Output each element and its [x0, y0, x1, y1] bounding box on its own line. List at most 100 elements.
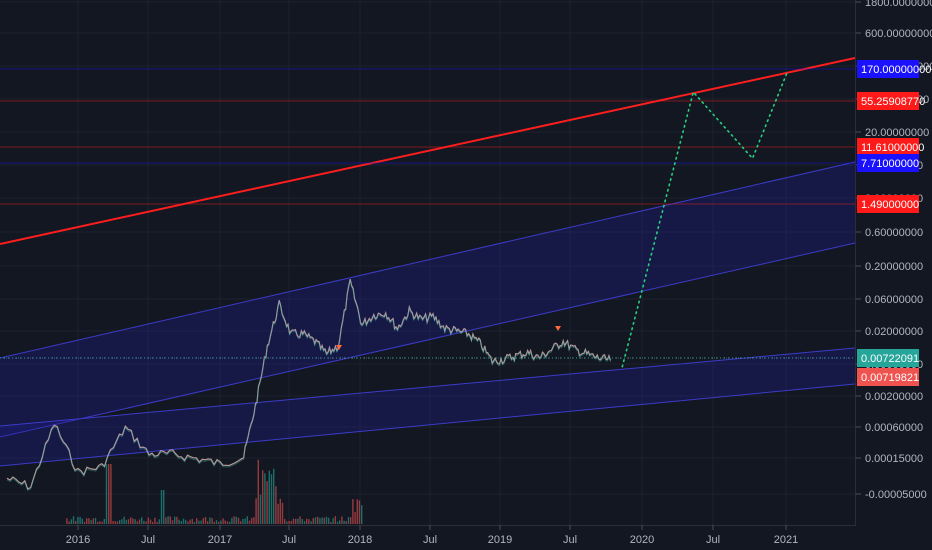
volume-bar — [158, 519, 160, 524]
time-tick-label: 2016 — [66, 534, 90, 546]
volume-bar — [83, 521, 86, 524]
volume-bar — [233, 516, 235, 524]
volume-bar — [90, 520, 92, 524]
lower-channel-top-line[interactable] — [0, 347, 856, 427]
price-badge[interactable] — [857, 368, 919, 386]
volume-bar — [75, 521, 77, 524]
upper-channel-bottom-line[interactable] — [0, 242, 856, 438]
volume-bar — [281, 502, 284, 524]
lower-channel-bottom-line[interactable] — [0, 383, 856, 467]
time-tick-label: 2020 — [630, 534, 654, 546]
volume-bar — [255, 498, 257, 524]
volume-bar — [213, 521, 215, 524]
volume-bar — [240, 521, 242, 524]
price-badge[interactable] — [857, 60, 919, 78]
volume-bar — [143, 520, 145, 524]
volume-bar — [352, 499, 354, 524]
volume-bar — [306, 518, 308, 524]
price-axis[interactable] — [855, 0, 932, 525]
price-tick-label: 600.00000000 — [865, 28, 932, 40]
volume-bar — [319, 518, 321, 524]
volume-bar — [321, 517, 323, 524]
price-badge-label: 55.25908770 — [861, 96, 925, 108]
time-tick-label: Jul — [282, 534, 296, 546]
volume-bar — [211, 518, 213, 524]
signal-marker-triangle[interactable] — [336, 345, 342, 350]
price-line-shadow — [6, 280, 611, 492]
price-badge[interactable] — [857, 349, 919, 367]
price-badge[interactable] — [857, 138, 919, 156]
volume-bar — [79, 516, 81, 524]
trend-channels — [0, 57, 856, 467]
volume-bar — [198, 520, 200, 524]
price-line[interactable] — [6, 278, 612, 490]
price-tick-label: 0.60000000 — [865, 227, 923, 239]
time-tick-label: 2019 — [488, 534, 512, 546]
volume-bar — [103, 519, 105, 524]
price-badge-label: 7.71000000 — [861, 158, 919, 170]
price-badge-label: 0.00722091 — [861, 353, 919, 365]
projection-dotted-line[interactable] — [621, 69, 789, 368]
signal-marker-triangle[interactable] — [555, 326, 561, 331]
volume-bar — [145, 521, 147, 524]
chart-grid — [0, 0, 856, 525]
volume-bar — [136, 521, 138, 524]
volume-bar — [268, 470, 270, 524]
volume-bar — [270, 474, 273, 524]
volume-bar — [156, 521, 158, 524]
volume-bar — [77, 517, 79, 524]
price-tick-label: 0.06000000 — [865, 294, 923, 306]
volume-bar — [279, 498, 281, 524]
upper-channel-band[interactable] — [0, 162, 855, 437]
volume-bar — [149, 519, 152, 524]
volume-bar — [330, 522, 332, 524]
volume-bar — [114, 521, 116, 524]
volume-bar — [336, 521, 339, 524]
price-series — [0, 278, 856, 492]
price-badge-label: 170.00000000 — [861, 64, 931, 76]
time-axis[interactable] — [0, 525, 932, 550]
volume-bar — [290, 521, 292, 524]
volume-bar — [235, 516, 237, 524]
volume-bar — [92, 518, 94, 524]
price-tick-label: -0.00005000 — [865, 489, 927, 501]
volume-bar — [70, 519, 72, 524]
volume-bar — [288, 520, 290, 524]
volume-bar — [152, 522, 154, 524]
volume-bar — [248, 520, 251, 524]
volume-bar — [242, 519, 244, 524]
volume-bar — [86, 518, 88, 524]
price-tick-label: 0.02000000 — [865, 326, 923, 338]
price-badges: 170.00000000 55.25908770 11.61000000 7.7100… — [857, 60, 931, 386]
lower-channel-band[interactable] — [0, 348, 855, 466]
price-badge-label: 0.00719821 — [861, 372, 919, 384]
volume-bar — [286, 521, 288, 524]
volume-bar — [312, 518, 314, 524]
price-badge[interactable] — [857, 92, 919, 110]
volume-bar — [176, 516, 178, 524]
volume-bar — [246, 516, 248, 524]
time-tick-label: Jul — [706, 534, 720, 546]
time-tick-label: 2018 — [348, 534, 372, 546]
volume-bar — [189, 519, 191, 524]
volume-bar — [273, 468, 275, 524]
volume-bar — [132, 518, 134, 524]
volume-bar — [341, 516, 343, 524]
volume-bar — [187, 521, 189, 524]
price-tick-label: 0.00015000 — [865, 453, 923, 465]
price-tick-label: 0.00200000 — [865, 391, 923, 403]
red-resistance-trendline[interactable] — [0, 57, 856, 245]
volume-bar — [160, 490, 163, 524]
volume-bar — [169, 516, 171, 524]
volume-bar — [308, 519, 310, 524]
price-badge[interactable] — [857, 195, 919, 213]
volume-bar — [123, 516, 125, 524]
volume-bar — [277, 503, 279, 524]
upper-channel-top-line[interactable] — [0, 161, 856, 359]
volume-bar — [105, 464, 108, 524]
price-badge[interactable] — [857, 154, 919, 172]
volume-bar — [354, 512, 356, 524]
volume-bar — [108, 464, 110, 524]
volume-bar — [127, 519, 130, 524]
